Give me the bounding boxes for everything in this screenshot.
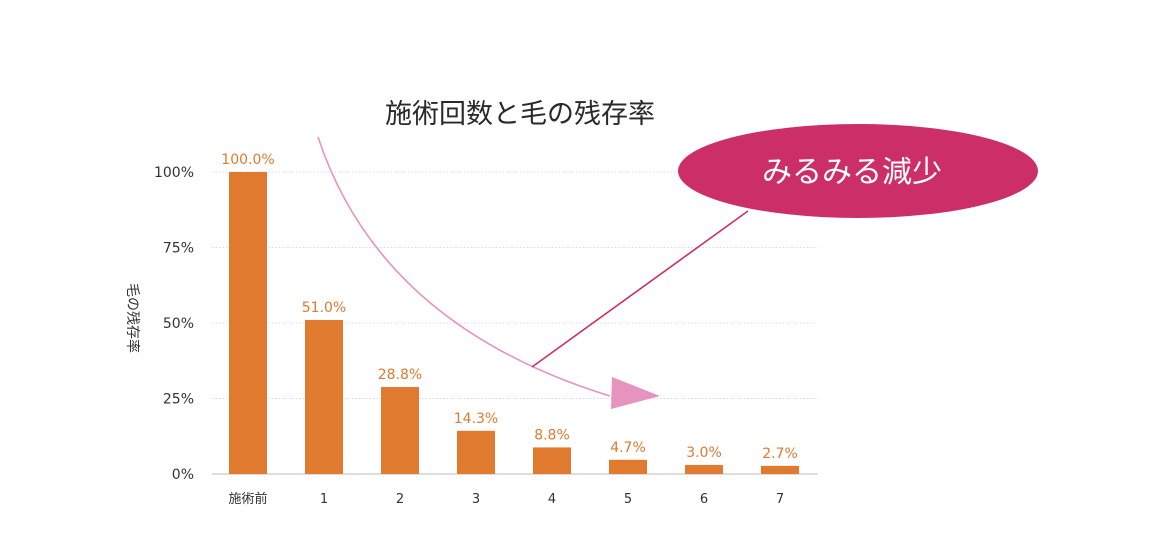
x-tick-label: 2: [396, 492, 404, 507]
y-tick-label: 25%: [163, 392, 194, 408]
bar: [761, 465, 799, 474]
x-tick-label: 5: [624, 492, 632, 507]
bar: [457, 430, 495, 474]
bar-value-label: 3.0%: [686, 445, 722, 461]
x-axis-ticks: 施術前 1 2 3 4 5 6 7: [228, 491, 784, 507]
bar-value-label: 28.8%: [378, 367, 422, 383]
y-tick-label: 0%: [172, 467, 194, 483]
callout-pointer-line: [531, 210, 749, 368]
x-tick-label: 3: [472, 492, 480, 507]
bar: [685, 464, 723, 474]
callout-bubble: [678, 124, 1038, 218]
bar-value-label: 8.8%: [534, 427, 570, 443]
value-labels: 100.0% 51.0% 28.8% 14.3% 8.8% 4.7% 3.0% 2.7%: [221, 152, 797, 462]
callout-text: みるみる減少: [762, 155, 942, 190]
chart-title: 施術回数と毛の残存率: [385, 99, 655, 130]
bars: [229, 172, 799, 474]
bar: [305, 319, 343, 474]
x-tick-label: 施術前: [228, 491, 267, 507]
bar-value-label: 51.0%: [302, 300, 346, 316]
bar-value-label: 14.3%: [454, 411, 498, 427]
bar-value-label: 2.7%: [762, 446, 798, 462]
bar-value-label: 4.7%: [610, 440, 646, 456]
grid: [212, 171, 818, 475]
bar: [381, 387, 419, 474]
y-tick-label: 100%: [154, 165, 194, 181]
x-tick-label: 4: [548, 492, 556, 507]
y-tick-label: 75%: [163, 241, 194, 257]
y-axis-label: 毛の残存率: [124, 283, 141, 353]
x-tick-label: 6: [700, 492, 708, 507]
y-tick-label: 50%: [163, 316, 194, 332]
bar-value-label: 100.0%: [221, 152, 274, 168]
decline-arrow-head: [611, 377, 660, 409]
x-tick-label: 7: [776, 492, 784, 507]
x-tick-label: 1: [320, 492, 328, 507]
bar: [609, 459, 647, 474]
y-axis-ticks: 0% 25% 50% 75% 100%: [154, 165, 194, 483]
decline-arrow: [317, 136, 611, 397]
bar: [229, 172, 267, 474]
bar: [533, 447, 571, 474]
